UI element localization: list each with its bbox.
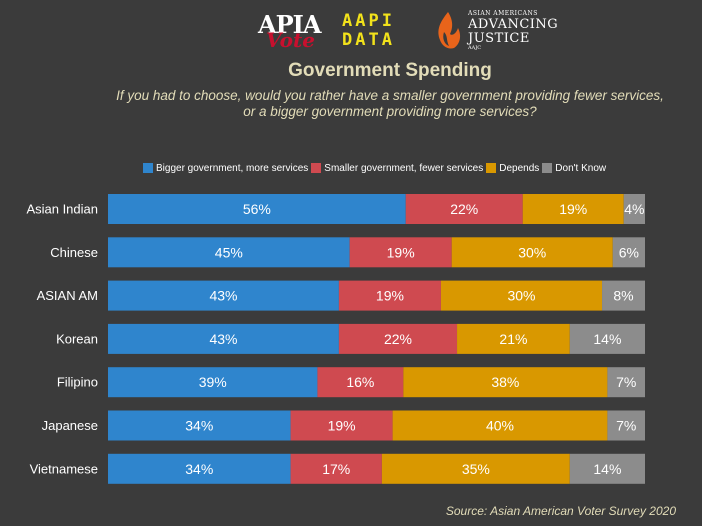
data-label-dont-know-filipino: 7% [616, 374, 636, 390]
bar-depends-asian-am [440, 280, 603, 311]
legend-swatch-depends [486, 163, 497, 173]
source-note: Source: Asian American Voter Survey 2020 [445, 504, 676, 518]
bar-smaller-japanese [290, 410, 393, 441]
legend-swatch-bigger [143, 163, 153, 173]
bar-bigger-filipino [108, 367, 318, 398]
category-label-vietnamese: Vietnamese [30, 461, 98, 476]
legend-label-dont-know: Don't Know [555, 162, 607, 174]
category-label-asian-indian: Asian Indian [26, 202, 98, 217]
data-label-smaller-asian-am: 19% [376, 288, 404, 304]
bar-bigger-chinese [108, 237, 350, 268]
bar-dont-know-vietnamese [569, 453, 645, 484]
logo-strip: APIA Vote AAPI DATA ASIAN AMERICANS ADVA… [0, 10, 702, 52]
data-label-smaller-korean: 22% [384, 331, 412, 347]
legend-item-dont-know: Don't Know [542, 163, 606, 174]
bar-dont-know-filipino [607, 367, 645, 398]
data-label-bigger-vietnamese: 34% [185, 461, 213, 477]
legend-item-bigger: Bigger government, more services [143, 163, 308, 174]
data-label-smaller-chinese: 19% [387, 244, 415, 260]
data-label-bigger-filipino: 39% [199, 374, 227, 390]
data-label-smaller-filipino: 16% [346, 374, 374, 390]
legend-item-depends: Depends [486, 163, 539, 174]
aaj-justice-text: JUSTICE [468, 31, 530, 46]
bar-bigger-vietnamese [108, 453, 291, 484]
data-label-smaller-asian-indian: 22% [450, 201, 478, 217]
bar-smaller-filipino [317, 367, 404, 398]
bar-bigger-asian-am [108, 280, 339, 311]
data-label-depends-chinese: 30% [518, 244, 546, 260]
data-label-dont-know-japanese: 7% [616, 418, 636, 434]
bar-smaller-korean [338, 323, 458, 354]
aajc-text: AAJC [468, 45, 482, 51]
data-label-dont-know-vietnamese: 14% [593, 461, 621, 477]
subtitle-line-1: If you had to choose, would you rather h… [116, 88, 664, 103]
vote-logo-text: Vote [266, 28, 315, 52]
data-label-bigger-chinese: 45% [215, 244, 243, 260]
data-label-depends-asian-am: 30% [507, 288, 535, 304]
bar-depends-vietnamese [381, 453, 570, 484]
bar-depends-asian-indian [522, 194, 624, 224]
aaj-advancing-text: ADVANCING [468, 17, 559, 32]
data-label-dont-know-asian-indian: 4% [624, 201, 644, 217]
bar-dont-know-korean [569, 323, 645, 354]
bar-smaller-asian-am [338, 280, 441, 311]
bar-depends-japanese [392, 410, 608, 441]
bar-depends-filipino [403, 367, 608, 398]
subtitle-line-2: or a bigger government providing more se… [243, 104, 537, 119]
apia-logo-text: APIA [258, 10, 322, 39]
legend-item-smaller: Smaller government, fewer services [311, 163, 483, 174]
chart-legend: Bigger government, more services Smaller… [143, 161, 609, 175]
apia-vote-logo: APIA Vote [258, 10, 328, 52]
category-label-filipino: Filipino [57, 375, 98, 390]
data-label-dont-know-asian-am: 8% [613, 288, 633, 304]
data-label-bigger-asian-indian: 56% [243, 201, 271, 217]
legend-label-smaller: Smaller government, fewer services [324, 162, 484, 174]
data-label-bigger-korean: 43% [209, 331, 237, 347]
flame-icon [438, 12, 461, 49]
aaj-small-text: ASIAN AMERICANS [468, 10, 538, 17]
data-label-smaller-japanese: 19% [328, 418, 356, 434]
data-label-dont-know-korean: 14% [593, 331, 621, 347]
category-label-chinese: Chinese [50, 245, 98, 260]
data-logo-text: DATA [342, 30, 395, 50]
data-label-depends-korean: 21% [499, 331, 527, 347]
category-label-japanese: Japanese [42, 418, 98, 433]
bar-depends-korean [457, 323, 570, 354]
data-label-depends-asian-indian: 19% [559, 201, 587, 217]
data-label-bigger-asian-am: 43% [209, 288, 237, 304]
legend-label-depends: Depends [499, 162, 540, 174]
legend-swatch-dont-know [542, 163, 553, 173]
category-label-korean: Korean [56, 331, 98, 346]
bar-smaller-asian-indian [405, 194, 523, 224]
data-label-dont-know-chinese: 6% [619, 244, 639, 260]
data-label-depends-japanese: 40% [486, 418, 514, 434]
aaj-logo: ASIAN AMERICANS ADVANCING JUSTICE AAJC [432, 10, 558, 52]
bar-smaller-chinese [349, 237, 452, 268]
bar-bigger-asian-indian [108, 194, 406, 224]
data-label-bigger-japanese: 34% [185, 418, 213, 434]
bar-depends-chinese [451, 237, 613, 268]
legend-swatch-smaller [311, 163, 322, 173]
legend-label-bigger: Bigger government, more services [156, 162, 309, 174]
aapi-data-logo: AAPI DATA [342, 12, 414, 50]
bar-bigger-korean [108, 323, 339, 354]
data-label-smaller-vietnamese: 17% [322, 461, 350, 477]
bar-bigger-japanese [108, 410, 291, 441]
bar-dont-know-chinese [612, 237, 645, 268]
chart-title: Government Spending [288, 60, 492, 81]
data-label-depends-filipino: 38% [491, 374, 519, 390]
data-label-depends-vietnamese: 35% [462, 461, 490, 477]
bar-smaller-vietnamese [290, 453, 382, 484]
bar-dont-know-japanese [607, 410, 645, 441]
bar-dont-know-asian-am [602, 280, 645, 311]
category-label-asian-am: ASIAN AM [37, 288, 98, 303]
bar-dont-know-asian-indian [623, 194, 645, 224]
aapi-logo-text: AAPI [342, 11, 395, 31]
chart-subtitle: If you had to choose, would you rather h… [70, 88, 702, 120]
